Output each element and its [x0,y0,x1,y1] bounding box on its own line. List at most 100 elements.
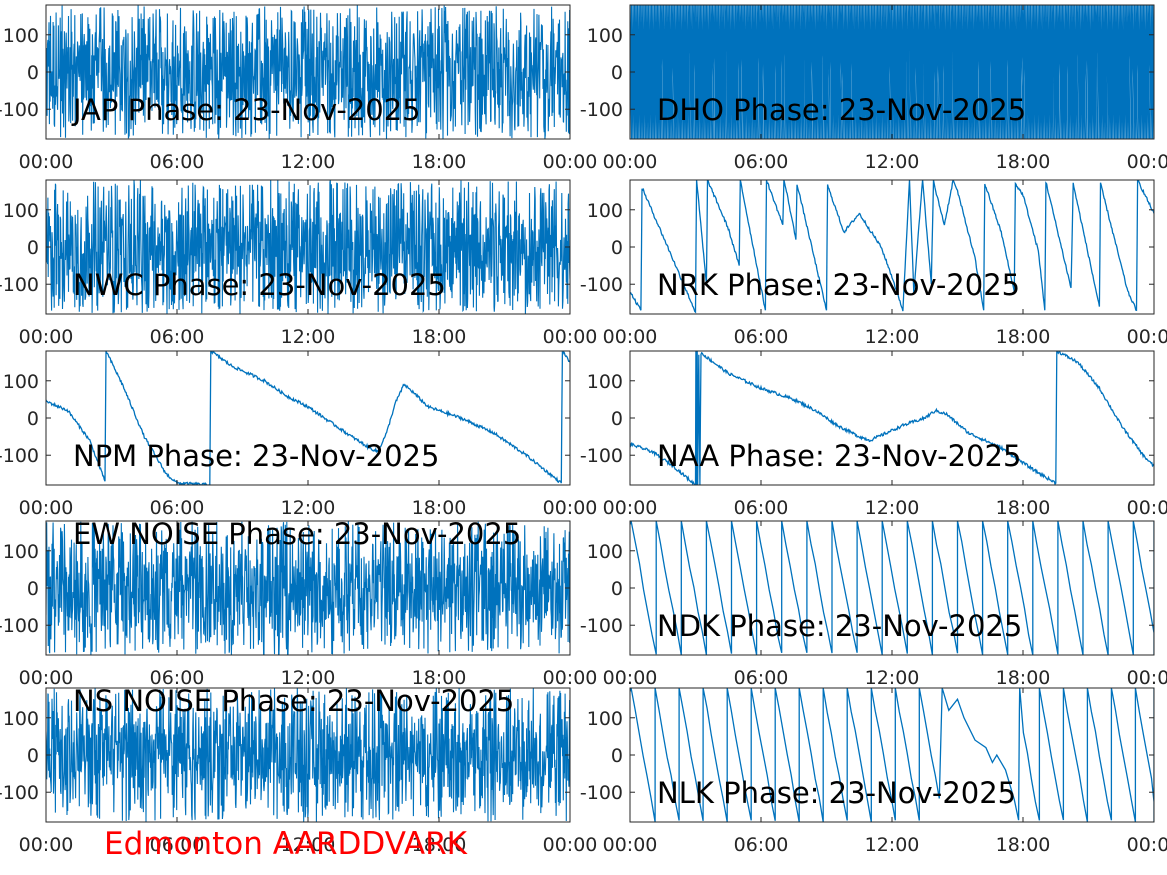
x-tick-label: 00:00 [19,667,74,689]
x-tick-label: 18:00 [412,667,467,689]
x-tick-label: 06:00 [734,151,789,173]
panel-title: NRK Phase: 23-Nov-2025 [657,268,1020,302]
phase-trace [46,180,570,314]
x-tick-label: 00:00 [19,151,74,173]
y-tick-label: 100 [3,371,39,393]
y-tick-label: 0 [611,62,623,84]
y-tick-label: -100 [0,274,39,296]
x-tick-label: 00:00 [543,497,598,519]
x-tick-label: 18:00 [412,834,467,856]
y-tick-label: 0 [27,578,39,600]
panel-title: DHO Phase: 23-Nov-2025 [657,93,1026,127]
phase-panel: 100 0 -100 00:00 06:00 12:00 18:00 00:00 EW NOIS… [0,517,597,689]
x-tick-label: 18:00 [996,497,1051,519]
x-tick-label: 00:00 [1127,667,1167,689]
panel-title: NPM Phase: 23-Nov-2025 [73,439,439,473]
y-tick-label: 0 [27,237,39,259]
x-tick-label: 00:00 [543,834,598,856]
x-tick-label: 12:00 [865,497,920,519]
phase-trace [46,521,570,655]
x-tick-label: 00:00 [1127,834,1167,856]
y-tick-label: -100 [580,445,623,467]
y-tick-label: 100 [587,541,623,563]
x-tick-label: 12:00 [281,326,336,348]
y-tick-label: 0 [27,408,39,430]
y-tick-label: 100 [3,25,39,47]
x-tick-label: 00:00 [19,834,74,856]
phase-panel: 100 0 -100 00:00 06:00 12:00 18:00 00:00 NS NOIS… [0,684,597,856]
x-tick-label: 18:00 [412,151,467,173]
phase-trace [630,5,1154,139]
plot-area [46,351,570,485]
x-tick-label: 06:00 [734,497,789,519]
phase-trace [630,688,1154,822]
plot-area [630,351,1154,485]
x-tick-label: 12:00 [865,151,920,173]
x-tick-label: 18:00 [996,667,1051,689]
y-tick-label: 100 [3,200,39,222]
panel-title: NWC Phase: 23-Nov-2025 [73,268,446,302]
y-tick-label: 100 [3,708,39,730]
x-tick-label: 00:00 [1127,151,1167,173]
y-tick-label: 0 [27,745,39,767]
x-tick-label: 18:00 [996,326,1051,348]
y-tick-label: 100 [587,25,623,47]
x-tick-label: 00:00 [603,497,658,519]
x-tick-label: 06:00 [734,326,789,348]
x-tick-label: 00:00 [1127,497,1167,519]
x-tick-label: 12:00 [281,667,336,689]
x-tick-label: 06:00 [150,497,205,519]
panel-title: NAA Phase: 23-Nov-2025 [657,439,1021,473]
station-label: Edmonton AARDDVARK [104,826,468,862]
x-tick-label: 06:00 [150,326,205,348]
x-tick-label: 12:00 [865,667,920,689]
y-tick-label: 100 [3,541,39,563]
phase-panel: 100 0 -100 00:00 06:00 12:00 18:00 00:00 NPM Pha… [0,350,598,519]
phase-trace [46,351,570,485]
plot-area [630,521,1154,655]
x-tick-label: 00:00 [19,497,74,519]
phase-trace [630,180,1154,314]
y-tick-label: -100 [0,615,39,637]
y-tick-label: 100 [587,708,623,730]
x-tick-label: 00:00 [1127,326,1167,348]
panel-title: EW NOISE Phase: 23-Nov-2025 [73,517,521,551]
phase-panel: 100 0 -100 00:00 06:00 12:00 18:00 00:00 JAP Pha… [0,4,598,173]
y-tick-label: 0 [611,745,623,767]
panel-title: NS NOISE Phase: 23-Nov-2025 [73,684,514,718]
phase-panel: 100 0 -100 00:00 06:00 12:00 18:00 00:00 DHO Pha… [580,4,1167,173]
x-tick-label: 18:00 [996,151,1051,173]
phase-trace [630,351,1154,485]
x-tick-label: 12:00 [281,497,336,519]
x-tick-label: 00:00 [543,667,598,689]
y-tick-label: -100 [580,615,623,637]
phase-panel: 100 0 -100 00:00 06:00 12:00 18:00 00:00 NRK Pha… [580,179,1167,348]
x-tick-label: 12:00 [865,326,920,348]
x-tick-label: 06:00 [734,667,789,689]
x-tick-label: 18:00 [996,834,1051,856]
y-tick-label: -100 [0,782,39,804]
x-tick-label: 12:00 [281,151,336,173]
y-tick-label: 0 [611,408,623,430]
x-tick-label: 00:00 [543,151,598,173]
phase-panel: 100 0 -100 00:00 06:00 12:00 18:00 00:00 NWC Pha… [0,179,597,348]
x-tick-label: 00:00 [603,326,658,348]
y-tick-label: 100 [587,371,623,393]
y-tick-label: -100 [0,445,39,467]
phase-panel: 100 0 -100 00:00 06:00 12:00 18:00 00:00 NDK Pha… [580,520,1167,689]
x-tick-label: 18:00 [412,326,467,348]
y-tick-label: -100 [0,99,39,121]
phase-trace [46,688,570,822]
x-tick-label: 06:00 [150,151,205,173]
y-tick-label: -100 [580,782,623,804]
y-tick-label: 0 [611,578,623,600]
panel-title: NDK Phase: 23-Nov-2025 [657,609,1022,643]
y-tick-label: 100 [587,200,623,222]
phase-panel: 100 0 -100 00:00 06:00 12:00 18:00 00:00 NAA Pha… [580,350,1167,519]
x-tick-label: 06:00 [734,834,789,856]
y-tick-label: 0 [611,237,623,259]
phase-trace [46,5,570,139]
y-tick-label: -100 [580,99,623,121]
x-tick-label: 00:00 [603,151,658,173]
